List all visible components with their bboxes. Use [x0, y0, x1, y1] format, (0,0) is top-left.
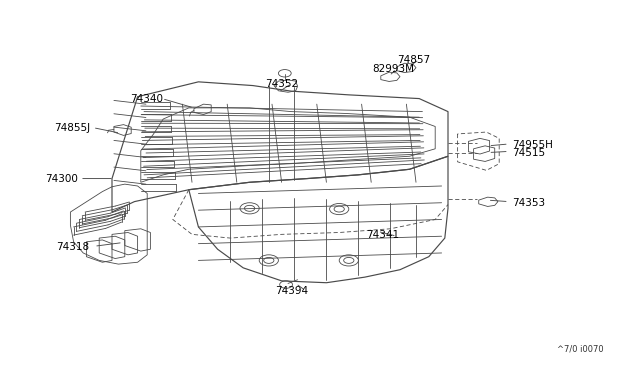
- Text: 74353: 74353: [512, 198, 545, 208]
- Text: 74340: 74340: [130, 94, 163, 103]
- Text: 74955H: 74955H: [512, 140, 553, 150]
- Text: ^7/0 i0070: ^7/0 i0070: [557, 344, 604, 353]
- Text: 82993M: 82993M: [372, 64, 415, 74]
- Text: 74300: 74300: [45, 174, 77, 183]
- Text: 74341: 74341: [366, 230, 399, 240]
- Text: 74855J: 74855J: [54, 124, 90, 133]
- Text: 74318: 74318: [56, 243, 89, 252]
- Text: 74857: 74857: [397, 55, 430, 64]
- Text: 74352: 74352: [266, 79, 299, 89]
- Text: 74394: 74394: [275, 286, 308, 296]
- Text: 74515: 74515: [512, 148, 545, 157]
